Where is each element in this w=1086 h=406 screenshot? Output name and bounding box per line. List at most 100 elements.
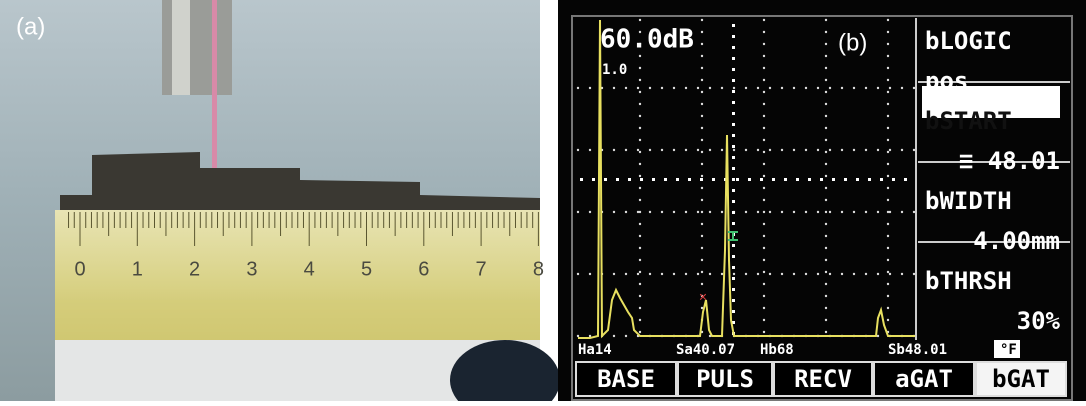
gate-dot bbox=[732, 277, 735, 280]
grid-dot bbox=[639, 103, 641, 105]
grid-dot bbox=[639, 283, 641, 285]
grid-dot bbox=[825, 295, 827, 297]
gate-dot bbox=[732, 90, 735, 93]
grid-dot bbox=[901, 273, 903, 275]
gain: 60.0dB bbox=[600, 25, 694, 55]
grid-dot bbox=[769, 211, 771, 213]
grid-dot bbox=[825, 19, 827, 21]
grid-dot bbox=[769, 149, 771, 151]
grid-dot bbox=[661, 149, 663, 151]
grid-dot bbox=[757, 211, 759, 213]
grid-dot bbox=[745, 273, 747, 275]
grid-dot bbox=[865, 87, 867, 89]
grid-dot bbox=[701, 115, 703, 117]
center-dot bbox=[580, 178, 583, 181]
grid-dot bbox=[829, 87, 831, 89]
grid-dot bbox=[825, 259, 827, 261]
grid-dot bbox=[825, 43, 827, 45]
grid-dot bbox=[889, 273, 891, 275]
menu-item: 4.00mm bbox=[973, 227, 1060, 255]
grid-dot bbox=[781, 149, 783, 151]
ruler-label: 3 bbox=[246, 258, 257, 280]
grid-dot bbox=[697, 211, 699, 213]
grid-dot bbox=[829, 149, 831, 151]
gate-dot bbox=[732, 255, 735, 258]
center-dot bbox=[748, 178, 751, 181]
grid-dot bbox=[577, 87, 579, 89]
grid-dot bbox=[701, 199, 703, 201]
grid-dot bbox=[887, 139, 889, 141]
gate-dot bbox=[732, 310, 735, 313]
grid-dot bbox=[887, 91, 889, 93]
grid-dot bbox=[913, 273, 915, 275]
gate-dot bbox=[732, 24, 735, 27]
grid-dot bbox=[709, 273, 711, 275]
grid-dot bbox=[745, 211, 747, 213]
ruler-label: 7 bbox=[476, 258, 487, 280]
grid-dot bbox=[763, 247, 765, 249]
grid-dot bbox=[701, 79, 703, 81]
grid-dot bbox=[901, 149, 903, 151]
grid-dot bbox=[701, 139, 703, 141]
grid-dot bbox=[613, 335, 615, 337]
grid-dot bbox=[639, 19, 641, 21]
status-item: Sb48.01 bbox=[888, 342, 947, 358]
grid-dot bbox=[825, 67, 827, 69]
grid-dot bbox=[637, 149, 639, 151]
grid-dot bbox=[805, 211, 807, 213]
center-dot bbox=[844, 178, 847, 181]
grid-dot bbox=[639, 247, 641, 249]
gate-dot bbox=[732, 145, 735, 148]
grid-dot bbox=[887, 175, 889, 177]
grid-dot bbox=[701, 223, 703, 225]
grid-dot bbox=[639, 115, 641, 117]
grid-dot bbox=[887, 259, 889, 261]
gate-dot bbox=[732, 112, 735, 115]
gate-dot bbox=[732, 101, 735, 104]
grid-dot bbox=[733, 87, 735, 89]
grid-dot bbox=[639, 55, 641, 57]
menu-item: ≡ 48.01 bbox=[959, 147, 1060, 175]
center-dot bbox=[652, 178, 655, 181]
grid-dot bbox=[763, 307, 765, 309]
grid-dot bbox=[763, 55, 765, 57]
grid-dot bbox=[613, 211, 615, 213]
grid-dot bbox=[825, 55, 827, 57]
grid-dot bbox=[639, 163, 641, 165]
grid-dot bbox=[865, 211, 867, 213]
grid-dot bbox=[639, 91, 641, 93]
grid-dot bbox=[589, 87, 591, 89]
gate-dot bbox=[732, 200, 735, 203]
grid-dot bbox=[763, 199, 765, 201]
gate-dot bbox=[732, 189, 735, 192]
grid-dot bbox=[825, 247, 827, 249]
grid-dot bbox=[841, 149, 843, 151]
center-dot bbox=[784, 178, 787, 181]
grid-dot bbox=[697, 149, 699, 151]
grid-dot bbox=[913, 87, 915, 89]
ruler-label: 0 bbox=[74, 258, 85, 280]
grid-dot bbox=[817, 149, 819, 151]
grid-dot bbox=[887, 79, 889, 81]
grid-dot bbox=[889, 149, 891, 151]
grid-dot bbox=[701, 211, 703, 213]
center-dot bbox=[640, 178, 643, 181]
menu-button-label: bGAT bbox=[992, 365, 1050, 393]
grid-dot bbox=[763, 235, 765, 237]
grid-dot bbox=[639, 307, 641, 309]
grid-dot bbox=[639, 79, 641, 81]
panel-label: (a) bbox=[16, 13, 45, 40]
grid-dot bbox=[913, 149, 915, 151]
ruler-label: 2 bbox=[189, 258, 200, 280]
grid-dot bbox=[825, 187, 827, 189]
grid-dot bbox=[825, 175, 827, 177]
grid-dot bbox=[639, 223, 641, 225]
grid-dot bbox=[701, 235, 703, 237]
center-dot bbox=[832, 178, 835, 181]
grid-dot bbox=[763, 127, 765, 129]
center-dot bbox=[880, 178, 883, 181]
center-dot bbox=[664, 178, 667, 181]
grid-dot bbox=[639, 235, 641, 237]
grid-dot bbox=[887, 283, 889, 285]
range-factor: 1.0 bbox=[602, 62, 627, 78]
